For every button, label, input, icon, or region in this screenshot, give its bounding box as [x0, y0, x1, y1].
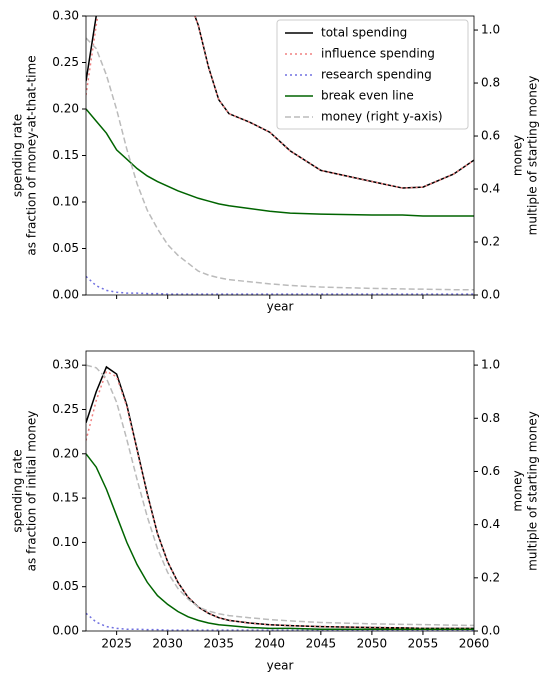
- series-line: [86, 612, 474, 631]
- y-tick-label: 0.10: [52, 195, 79, 209]
- y-tick-label: 0.20: [52, 102, 79, 116]
- x-tick-label: 2055: [408, 637, 439, 651]
- series-line: [86, 16, 474, 189]
- axes-frame: [85, 350, 475, 632]
- x-tick-label: 2035: [203, 637, 234, 651]
- y-axis-label: spending rate: [11, 114, 25, 197]
- y-tick-label: 0.00: [52, 288, 79, 302]
- x-tick-label: 2060: [459, 637, 490, 651]
- y2-tick-label: 0.0: [481, 288, 500, 302]
- series-line: [86, 364, 474, 627]
- y2-tick-label: 0.0: [481, 624, 500, 638]
- series-line: [86, 453, 474, 630]
- chart-panel: year 0.00 0.05 0.10 0.15 0.20 0.25 0.30 0.0 0.2 0.…: [11, 9, 540, 314]
- y2-tick-label: 0.4: [481, 182, 500, 196]
- x-axis-label: year: [267, 300, 294, 314]
- y-tick-label: 0.15: [52, 491, 79, 505]
- y-tick-label: 0.25: [52, 402, 79, 416]
- y-tick-label: 0.05: [52, 241, 79, 255]
- x-axis-label: year: [267, 659, 294, 673]
- legend-box: [276, 19, 469, 130]
- y-tick-label: 0.20: [52, 446, 79, 460]
- series-line: [86, 365, 474, 630]
- series-line: [86, 108, 474, 217]
- y-tick-label: 0.15: [52, 148, 79, 162]
- x-tick-label: 2040: [255, 637, 286, 651]
- y-tick-label: 0.10: [52, 535, 79, 549]
- chart-panel: 2025 2030 2035 2040 2045 2050 2055 2060year0.00…: [11, 350, 540, 673]
- x-tick-label: 2050: [357, 637, 388, 651]
- legend-label: influence spending: [321, 47, 435, 61]
- y2-tick-label: 1.0: [481, 23, 500, 37]
- series-line: [86, 370, 474, 630]
- legend: total spending influence spending research…: [276, 19, 469, 130]
- series-line: [86, 275, 474, 295]
- y2-tick-label: 0.2: [481, 570, 500, 584]
- legend-label: research spending: [321, 68, 432, 82]
- y-tick-label: 0.05: [52, 579, 79, 593]
- x-tick-label: 2025: [101, 637, 132, 651]
- y2-tick-label: 0.6: [481, 464, 500, 478]
- y-tick-label: 0.25: [52, 55, 79, 69]
- y-tick-label: 0.00: [52, 624, 79, 638]
- y2-axis-label: money: [511, 135, 525, 176]
- y-axis-label: as fraction of money-at-that-time: [25, 55, 39, 255]
- series-line: [86, 37, 474, 291]
- legend-label: total spending: [321, 26, 407, 40]
- y-axis-label: spending rate: [11, 449, 25, 532]
- x-tick-label: 2045: [306, 637, 337, 651]
- y-axis-label: as fraction of initial money: [25, 411, 39, 572]
- legend-label: break even line: [321, 89, 414, 103]
- y2-tick-label: 0.2: [481, 235, 500, 249]
- y2-tick-label: 1.0: [481, 358, 500, 372]
- y2-tick-label: 0.8: [481, 411, 500, 425]
- x-tick-label: 2030: [152, 637, 183, 651]
- y2-axis-label: multiple of starting money: [526, 411, 540, 571]
- y2-axis-label: money: [511, 470, 525, 511]
- legend-label: money (right y-axis): [321, 110, 443, 124]
- y2-tick-label: 0.8: [481, 76, 500, 90]
- y2-tick-label: 0.6: [481, 129, 500, 143]
- y-tick-label: 0.30: [52, 9, 79, 23]
- y2-axis-label: multiple of starting money: [526, 76, 540, 236]
- y2-tick-label: 0.4: [481, 517, 500, 531]
- y-tick-label: 0.30: [52, 358, 79, 372]
